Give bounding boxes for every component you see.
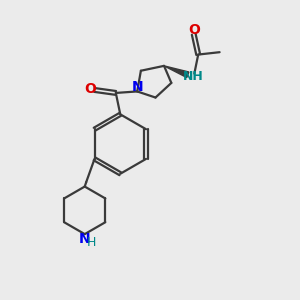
Text: N: N [131,80,143,94]
Text: H: H [87,236,96,249]
Text: N: N [78,232,90,246]
Text: O: O [85,82,97,96]
Text: O: O [188,23,200,38]
Polygon shape [164,66,189,78]
Text: NH: NH [182,70,203,83]
